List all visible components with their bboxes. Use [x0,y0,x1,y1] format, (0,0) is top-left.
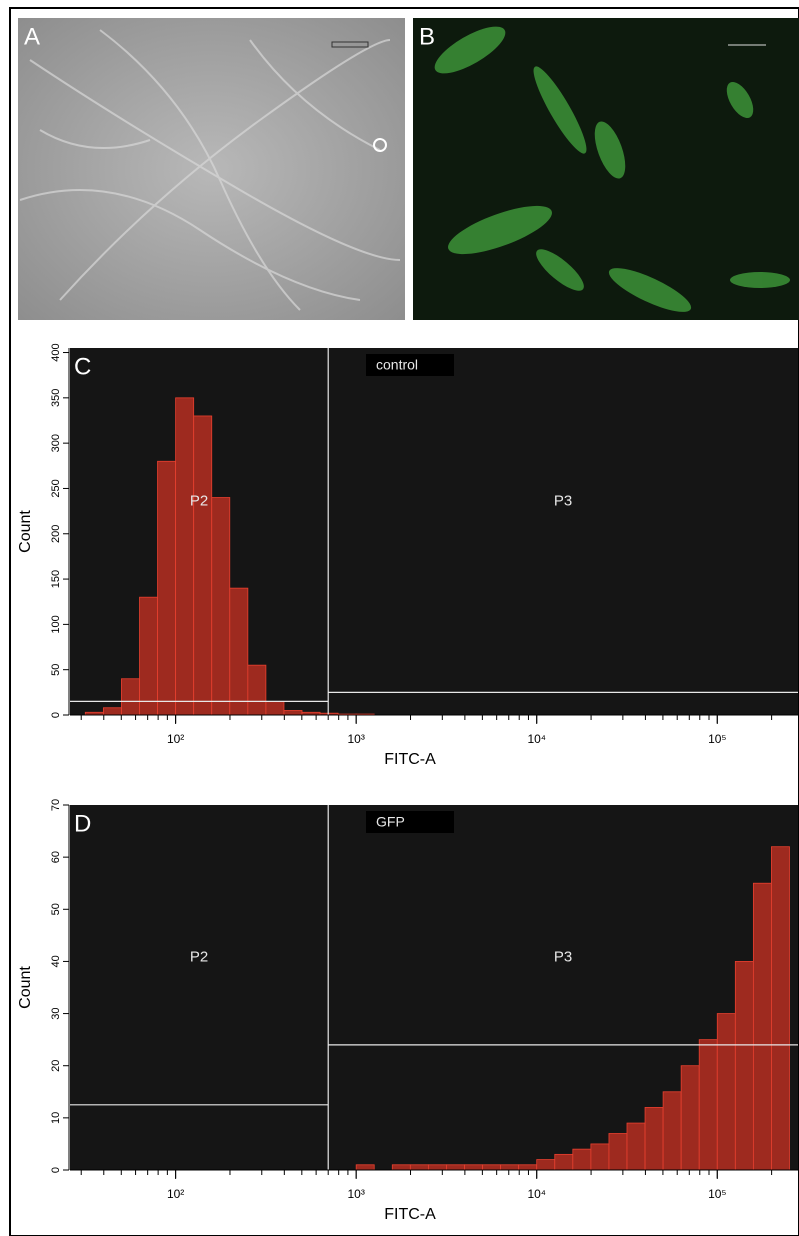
histogram-bar [175,397,195,716]
y-axis-label: Count [17,966,34,1009]
y-tick-label: 100 [50,615,62,633]
histogram-bar [734,961,754,1171]
histogram-bar [626,1122,646,1171]
gate-name: P2 [190,492,208,509]
y-tick-label: 150 [50,570,62,588]
histogram-bar [157,460,177,716]
histogram-bar [211,497,231,716]
histogram-bar [518,1164,538,1171]
y-tick-label: 200 [50,525,62,543]
y-tick-label: 60 [50,851,62,863]
annotation-box [366,354,454,376]
y-tick-label: 10 [50,1112,62,1124]
histogram-bar [662,1091,682,1171]
histogram-bar [716,1013,736,1171]
x-tick-label: 10² [167,1187,184,1201]
panel-label: B [419,23,435,50]
y-tick-label: 50 [50,903,62,915]
y-tick-label: 0 [50,712,62,718]
x-tick-label: 10³ [348,732,365,746]
histogram-bar [644,1107,664,1171]
histogram-bar [283,710,303,716]
y-tick-label: 350 [50,389,62,407]
histogram-bar [265,701,285,716]
y-tick-label: 30 [50,1007,62,1019]
y-tick-label: 70 [50,799,62,811]
y-tick-label: 400 [50,343,62,361]
x-axis-label: FITC-A [384,751,436,768]
histogram-bar [139,596,158,716]
gate-name: P3 [554,948,572,965]
histogram-bar [698,1039,718,1171]
histogram-bar [102,707,122,716]
image-panel-a: A [18,18,405,320]
panel-label: C [74,353,91,380]
x-tick-label: 10⁵ [708,1187,726,1201]
panel-label: D [74,810,91,837]
histogram-bar [355,1164,375,1171]
y-tick-label: 300 [50,434,62,452]
gate-name: P3 [554,492,572,509]
annotation: control [376,357,418,373]
histogram-bar [680,1065,700,1171]
annotation-box [366,811,454,833]
histogram-bar [771,846,790,1171]
histogram-bar [391,1164,411,1171]
y-axis-label: Count [17,510,34,553]
y-tick-label: 0 [50,1167,62,1173]
panel-label: A [24,23,40,50]
histogram-bar [446,1164,465,1171]
x-tick-label: 10³ [348,1187,365,1201]
histogram-bar [536,1159,556,1171]
histogram-bar [409,1164,429,1171]
histogram-chart: P2 P3 0 10 20 30 40 50 60 70 10² 10³ 10⁴ 10⁵ FITC-A Cou… [17,799,798,1223]
annotation: GFP [376,814,405,830]
frame [9,7,799,1236]
histogram-bar [500,1164,520,1171]
histogram-bar [229,587,249,716]
histogram-bar [608,1133,628,1171]
x-tick-label: 10⁵ [708,732,726,746]
y-tick-label: 50 [50,664,62,676]
y-tick-label: 20 [50,1060,62,1072]
histogram-bar [121,678,140,716]
histogram-chart: P2 P3 0 50 100 150 200 250 300 350 400 10² 10³ 10⁴ 10⁵… [17,343,798,768]
image-panel-b: B [413,18,799,320]
histogram-bar [427,1164,447,1171]
histogram-bar [572,1148,592,1171]
histogram-bar [247,664,267,716]
y-tick-label: 250 [50,479,62,497]
histogram-bar [193,415,213,716]
gate-name: P2 [190,948,208,965]
x-axis-label: FITC-A [384,1206,436,1223]
histogram-bar [482,1164,502,1171]
histogram-bar [554,1153,574,1171]
histogram-bar [464,1164,483,1171]
y-tick-label: 40 [50,955,62,967]
x-tick-label: 10² [167,732,184,746]
x-tick-label: 10⁴ [527,732,546,746]
x-tick-label: 10⁴ [527,1187,546,1201]
histogram-bar [752,882,772,1171]
histogram-bar [590,1143,610,1171]
